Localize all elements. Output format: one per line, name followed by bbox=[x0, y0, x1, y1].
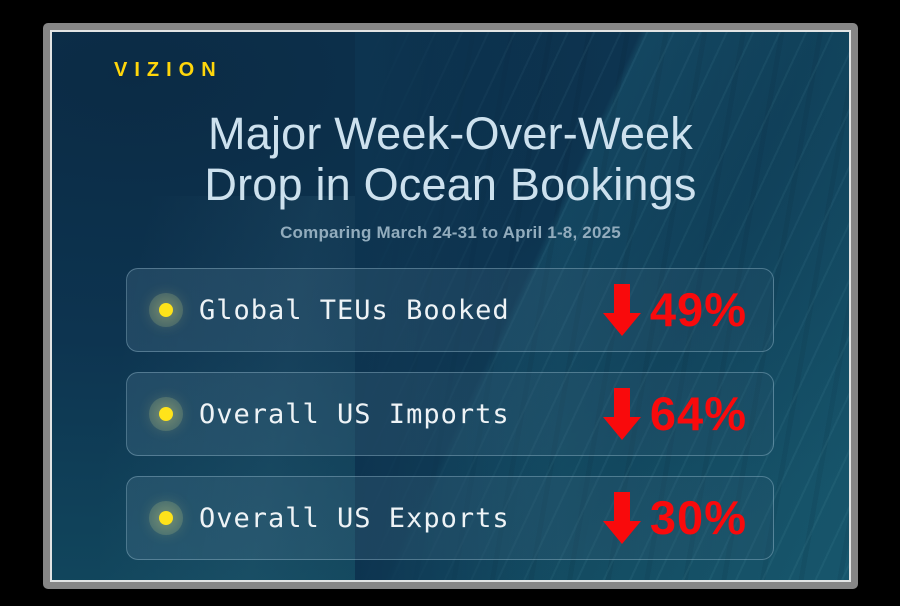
infographic-content: VIZION Major Week-Over-Week Drop in Ocea… bbox=[52, 32, 849, 580]
stat-label: Overall US Exports bbox=[199, 502, 510, 534]
title-line-1: Major Week-Over-Week bbox=[208, 108, 693, 159]
bullet-dot-icon bbox=[159, 303, 173, 317]
stat-label: Global TEUs Booked bbox=[199, 294, 510, 326]
infographic-canvas: VIZION Major Week-Over-Week Drop in Ocea… bbox=[50, 30, 851, 582]
background-streak-fade bbox=[354, 32, 563, 580]
stats-list: Global TEUs Booked 49% Overall US Import… bbox=[126, 268, 774, 580]
arrow-down-icon bbox=[602, 492, 641, 544]
arrow-down-icon bbox=[602, 388, 641, 440]
stat-value: 64% bbox=[649, 387, 747, 440]
slide-frame: VIZION Major Week-Over-Week Drop in Ocea… bbox=[43, 23, 858, 589]
page-title: Major Week-Over-Week Drop in Ocean Booki… bbox=[52, 108, 849, 210]
comparison-subtitle: Comparing March 24-31 to April 1-8, 2025 bbox=[280, 223, 621, 242]
stat-value-group: 30% bbox=[602, 491, 747, 544]
title-line-2: Drop in Ocean Bookings bbox=[204, 159, 697, 210]
stat-value-group: 64% bbox=[602, 387, 747, 440]
stat-value: 49% bbox=[649, 283, 747, 336]
stat-label: Overall US Imports bbox=[199, 398, 510, 430]
stat-row-us-exports: Overall US Exports 30% bbox=[126, 476, 774, 560]
stat-row-global-teus: Global TEUs Booked 49% bbox=[126, 268, 774, 352]
bullet-dot-icon bbox=[159, 511, 173, 525]
stat-value: 30% bbox=[649, 491, 747, 544]
stat-row-us-imports: Overall US Imports 64% bbox=[126, 372, 774, 456]
bullet-dot-icon bbox=[159, 407, 173, 421]
vizion-logo: VIZION bbox=[114, 59, 223, 81]
arrow-down-icon bbox=[602, 284, 641, 336]
stat-value-group: 49% bbox=[602, 283, 747, 336]
